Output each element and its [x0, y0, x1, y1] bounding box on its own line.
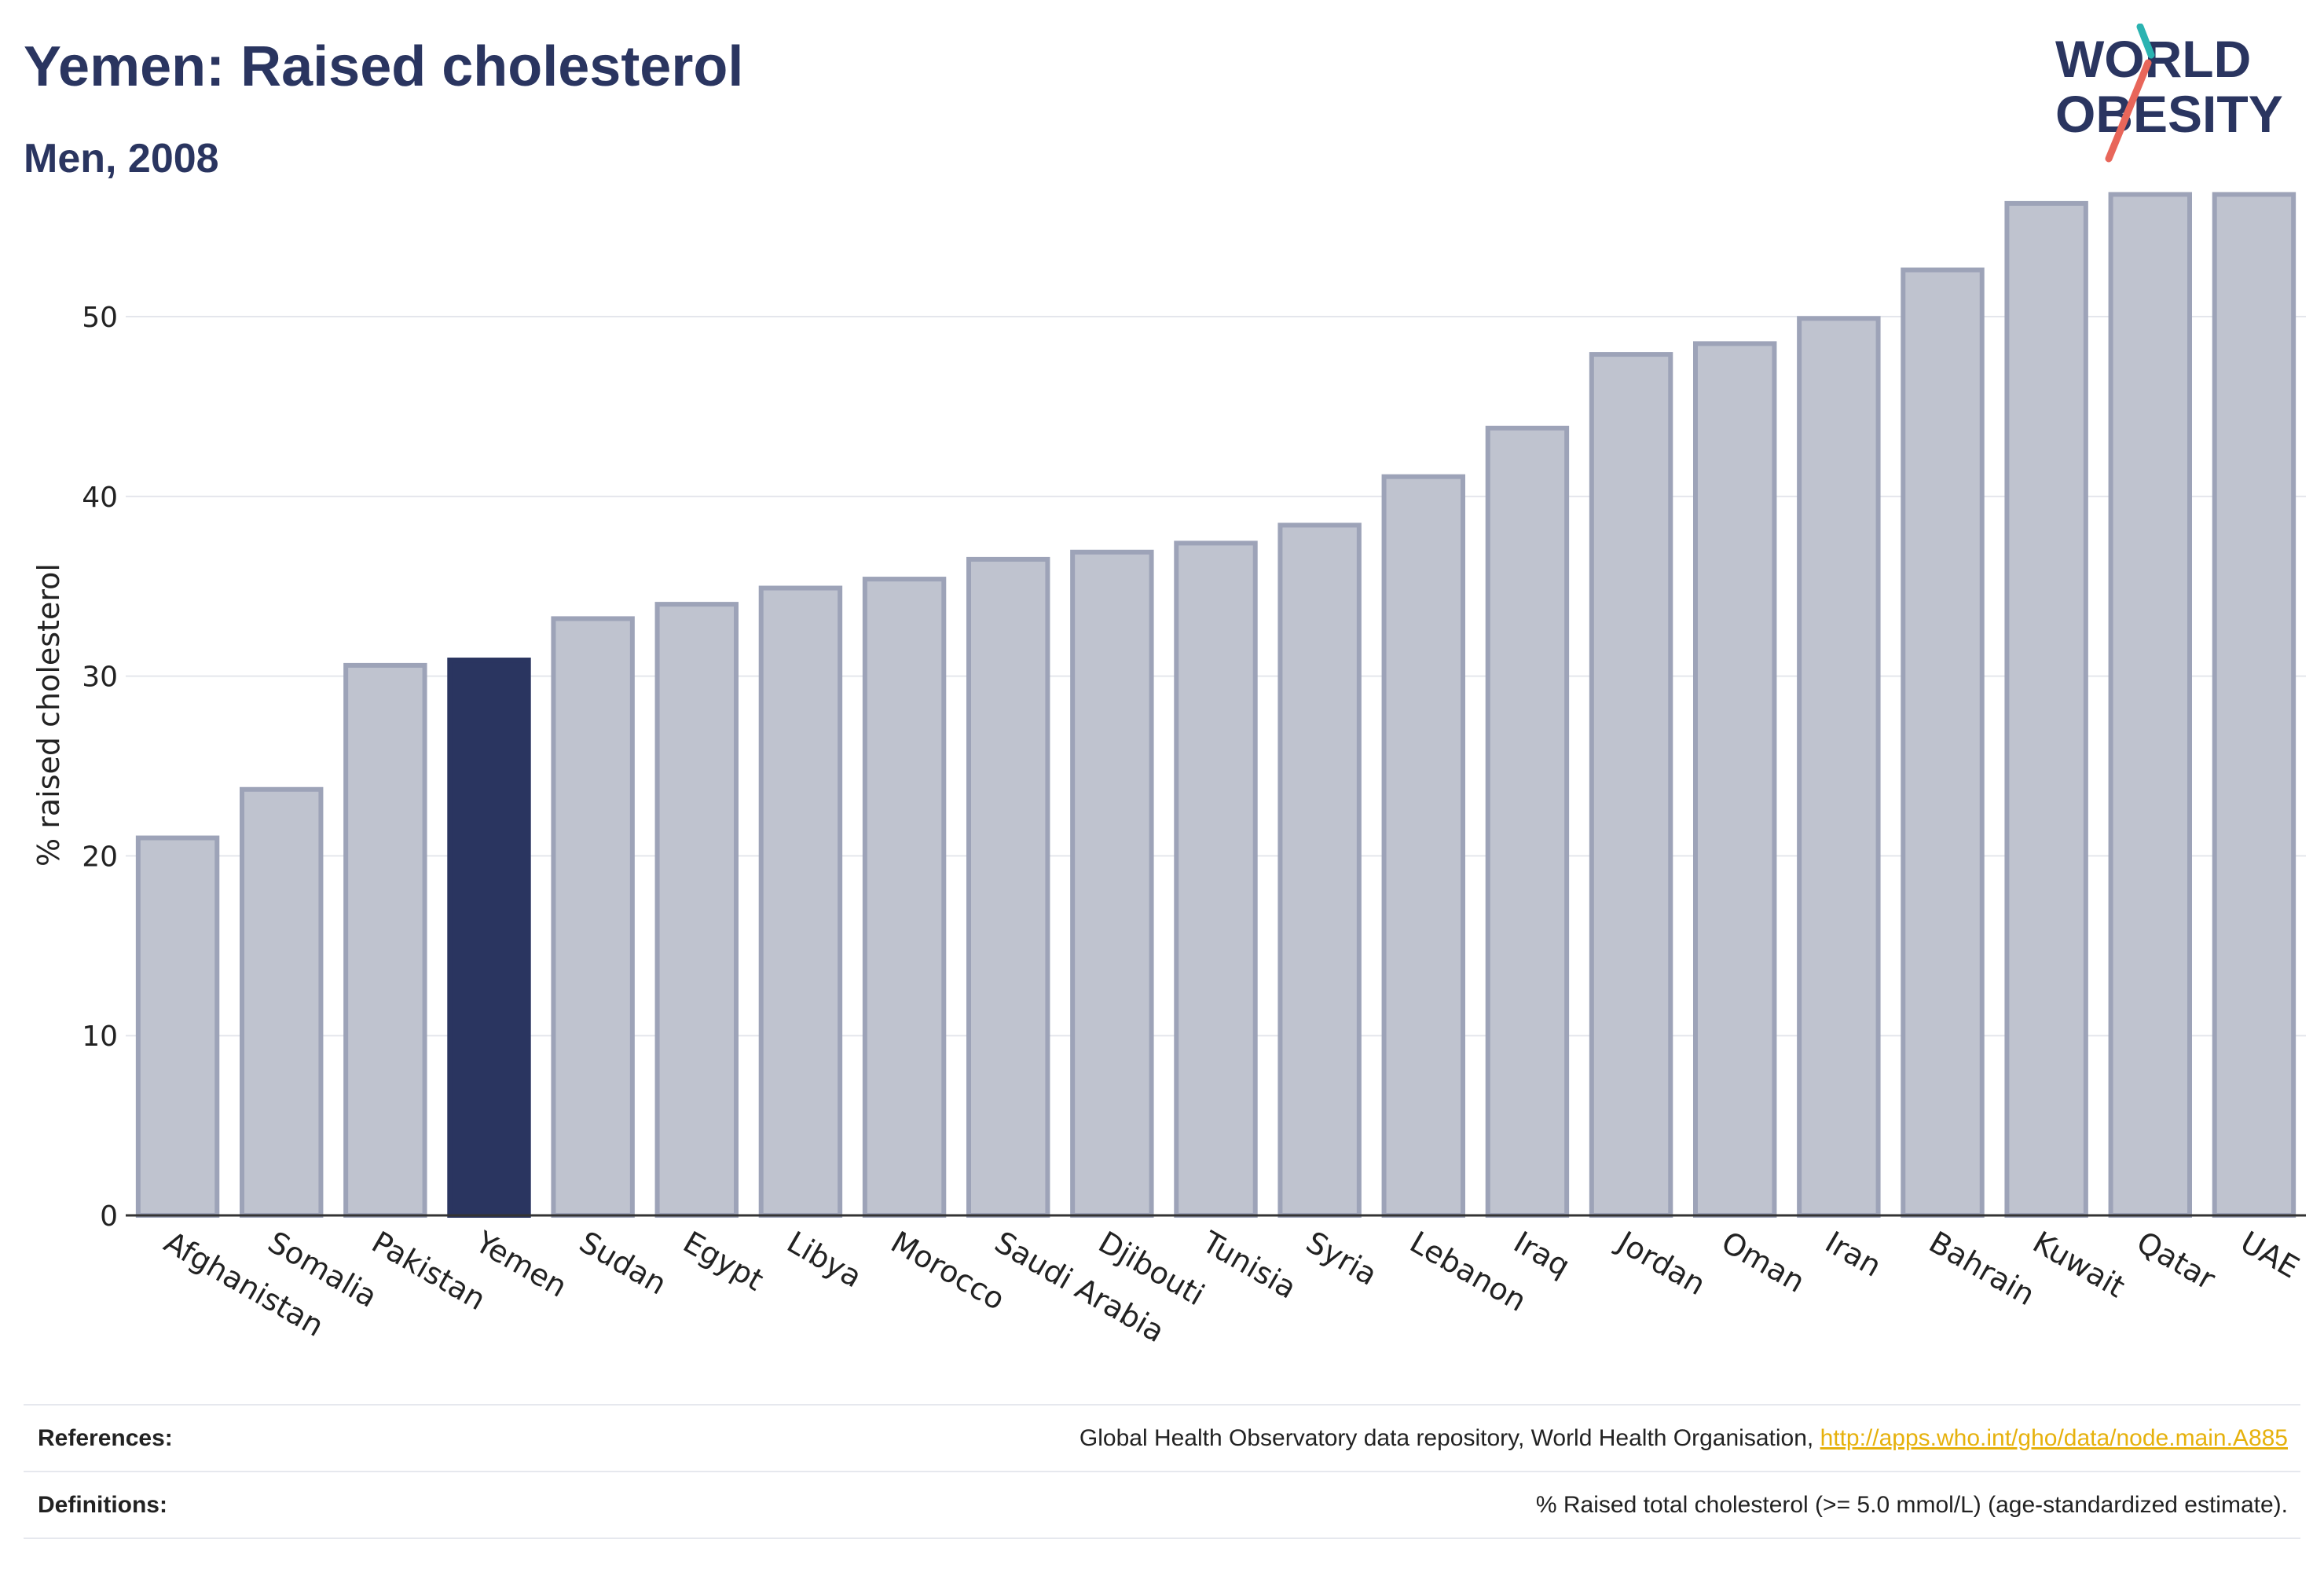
bar-chart: 0 10 20 30 40 50 AfghanistanSomaliaPakistanYe… — [31, 192, 2306, 1350]
bar — [135, 835, 220, 1218]
bar — [862, 577, 947, 1218]
x-tick-label: Bahrain — [1923, 1225, 2040, 1313]
logo-slash-top — [2136, 24, 2155, 59]
y-tick-label: 40 — [82, 482, 118, 514]
references-link[interactable]: http://apps.who.int/gho/data/node.main.A… — [1820, 1425, 2288, 1451]
chart-title: Yemen: Raised cholesterol — [24, 35, 744, 98]
x-tick-label: Lebanon — [1404, 1225, 1532, 1318]
references-text: Global Health Observatory data repositor… — [1079, 1425, 1820, 1451]
x-tick-label: Kuwait — [2027, 1225, 2131, 1305]
bar — [1693, 341, 1777, 1219]
definitions-label: Definitions: — [38, 1492, 167, 1518]
bars — [135, 192, 2297, 1219]
references-label: References: — [38, 1425, 173, 1451]
y-axis-label: % raised cholesterol — [31, 563, 66, 867]
footer-divider-bottom — [24, 1538, 2300, 1539]
x-tick-label: Qatar — [2131, 1225, 2221, 1297]
footer-divider-top — [24, 1404, 2300, 1406]
x-tick-label: Oman — [1716, 1225, 1811, 1299]
footer-divider-middle — [24, 1471, 2300, 1472]
x-tick-label: Jordan — [1611, 1224, 1711, 1303]
x-tick-label: Iran — [1820, 1225, 1887, 1284]
bar — [1485, 425, 1570, 1218]
x-tick-label: Pakistan — [366, 1225, 492, 1318]
x-tick-label: Morocco — [885, 1225, 1011, 1318]
bar — [2212, 192, 2297, 1218]
x-tick-label: Libya — [781, 1225, 867, 1295]
bar — [2108, 192, 2193, 1218]
x-tick-label: Sudan — [574, 1225, 673, 1302]
x-tick-label: UAE — [2234, 1225, 2304, 1285]
bar — [966, 556, 1050, 1218]
x-tick-label: Egypt — [677, 1225, 769, 1298]
y-tick-label: 20 — [82, 841, 118, 873]
bar — [654, 602, 739, 1218]
bar — [2004, 200, 2088, 1219]
bar — [1901, 267, 1985, 1219]
logo-line-world: WORLD — [2055, 30, 2251, 88]
y-tick-label: 0 — [100, 1200, 118, 1233]
chart-subtitle: Men, 2008 — [24, 136, 219, 181]
references-row: References: Global Health Observatory da… — [24, 1406, 2300, 1471]
y-tick-labels: 0 10 20 30 40 50 — [82, 302, 118, 1233]
bar — [1070, 549, 1154, 1218]
references-value: Global Health Observatory data repositor… — [1080, 1425, 2300, 1452]
x-tick-label: Iraq — [1508, 1225, 1575, 1284]
logo-slash-bottom — [2105, 59, 2152, 163]
bar — [1174, 541, 1258, 1218]
y-tick-label: 10 — [82, 1021, 118, 1053]
bar — [1277, 522, 1362, 1218]
definitions-value: % Raised total cholesterol (>= 5.0 mmol/… — [1535, 1492, 2288, 1518]
bar — [240, 786, 324, 1218]
y-tick-label: 30 — [82, 662, 118, 694]
world-obesity-logo: WORLD OBESITY — [2055, 24, 2283, 163]
bar — [1797, 316, 1881, 1219]
bar — [758, 585, 843, 1218]
bar — [1589, 352, 1673, 1218]
bar-highlighted — [447, 658, 531, 1218]
bar — [1381, 474, 1465, 1218]
x-tick-label: Syria — [1300, 1225, 1383, 1292]
bar — [551, 616, 635, 1218]
x-tick-label: Tunisia — [1196, 1224, 1302, 1306]
logo-line-obesity: OBESITY — [2055, 85, 2283, 143]
definitions-row: Definitions: % Raised total cholesterol … — [24, 1473, 2300, 1538]
y-tick-label: 50 — [82, 302, 118, 334]
bar — [343, 662, 427, 1218]
